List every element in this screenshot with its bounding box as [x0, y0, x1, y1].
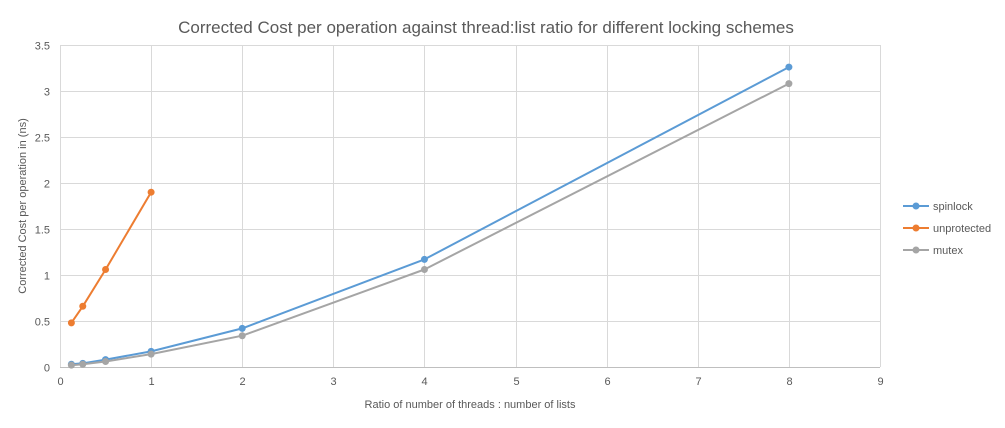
- legend-label: unprotected: [933, 223, 991, 235]
- x-tick-label: 8: [786, 376, 792, 388]
- x-tick-label: 6: [604, 376, 610, 388]
- data-point-mutex: [147, 350, 155, 358]
- x-tick-label: 0: [57, 376, 63, 388]
- x-tick-label: 9: [877, 376, 883, 388]
- x-tick-label: 5: [513, 376, 519, 388]
- y-tick-label: 1.5: [35, 225, 50, 237]
- series-layer: [67, 63, 793, 369]
- legend-item-mutex: mutex: [903, 245, 963, 257]
- y-tick-label: 3: [44, 87, 50, 99]
- data-point-unprotected: [67, 319, 75, 327]
- data-point-mutex: [238, 332, 246, 340]
- data-point-mutex: [420, 265, 428, 273]
- data-point-mutex: [785, 80, 793, 88]
- x-tick-label: 4: [421, 376, 427, 388]
- legend-swatch-marker: [912, 246, 920, 254]
- tick-layer: 0 0.5 1 1.5 2 2.5 3 3.5 0 1 2 3 4 5 6 7 8 9: [35, 41, 884, 389]
- y-tick-label: 0.5: [35, 317, 50, 329]
- series-line-mutex: [71, 82, 790, 367]
- data-point-spinlock: [785, 63, 793, 71]
- data-point-mutex: [79, 360, 87, 368]
- chart-title: Corrected Cost per operation against thr…: [178, 18, 794, 37]
- data-point-spinlock: [238, 324, 246, 332]
- legend: spinlock unprotected mutex: [903, 201, 991, 257]
- y-tick-label: 0: [44, 363, 50, 375]
- data-point-unprotected: [79, 302, 87, 310]
- data-point-mutex: [67, 361, 75, 369]
- series-line-spinlock: [71, 66, 790, 366]
- y-tick-label: 1: [44, 271, 50, 283]
- grid-layer: [60, 45, 881, 368]
- x-tick-label: 1: [148, 376, 154, 388]
- legend-swatch-marker: [912, 202, 920, 210]
- y-tick-label: 3.5: [35, 41, 50, 53]
- series-line-unprotected: [70, 191, 152, 324]
- legend-label: spinlock: [933, 201, 973, 213]
- x-tick-label: 2: [239, 376, 245, 388]
- series-spinlock: [67, 63, 793, 368]
- series-unprotected: [67, 188, 155, 327]
- series-mutex: [67, 80, 793, 369]
- y-tick-label: 2.5: [35, 133, 50, 145]
- x-tick-label: 7: [695, 376, 701, 388]
- y-tick-label: 2: [44, 179, 50, 191]
- y-axis-label: Corrected Cost per operation in (ns): [17, 118, 29, 293]
- data-point-mutex: [102, 357, 110, 365]
- data-point-unprotected: [147, 188, 155, 196]
- legend-label: mutex: [933, 245, 963, 257]
- legend-item-unprotected: unprotected: [903, 223, 991, 235]
- data-point-unprotected: [102, 265, 110, 273]
- x-axis-label: Ratio of number of threads : number of l…: [365, 399, 576, 411]
- legend-swatch-marker: [912, 224, 920, 232]
- x-tick-label: 3: [330, 376, 336, 388]
- data-point-spinlock: [420, 255, 428, 263]
- legend-item-spinlock: spinlock: [903, 201, 973, 213]
